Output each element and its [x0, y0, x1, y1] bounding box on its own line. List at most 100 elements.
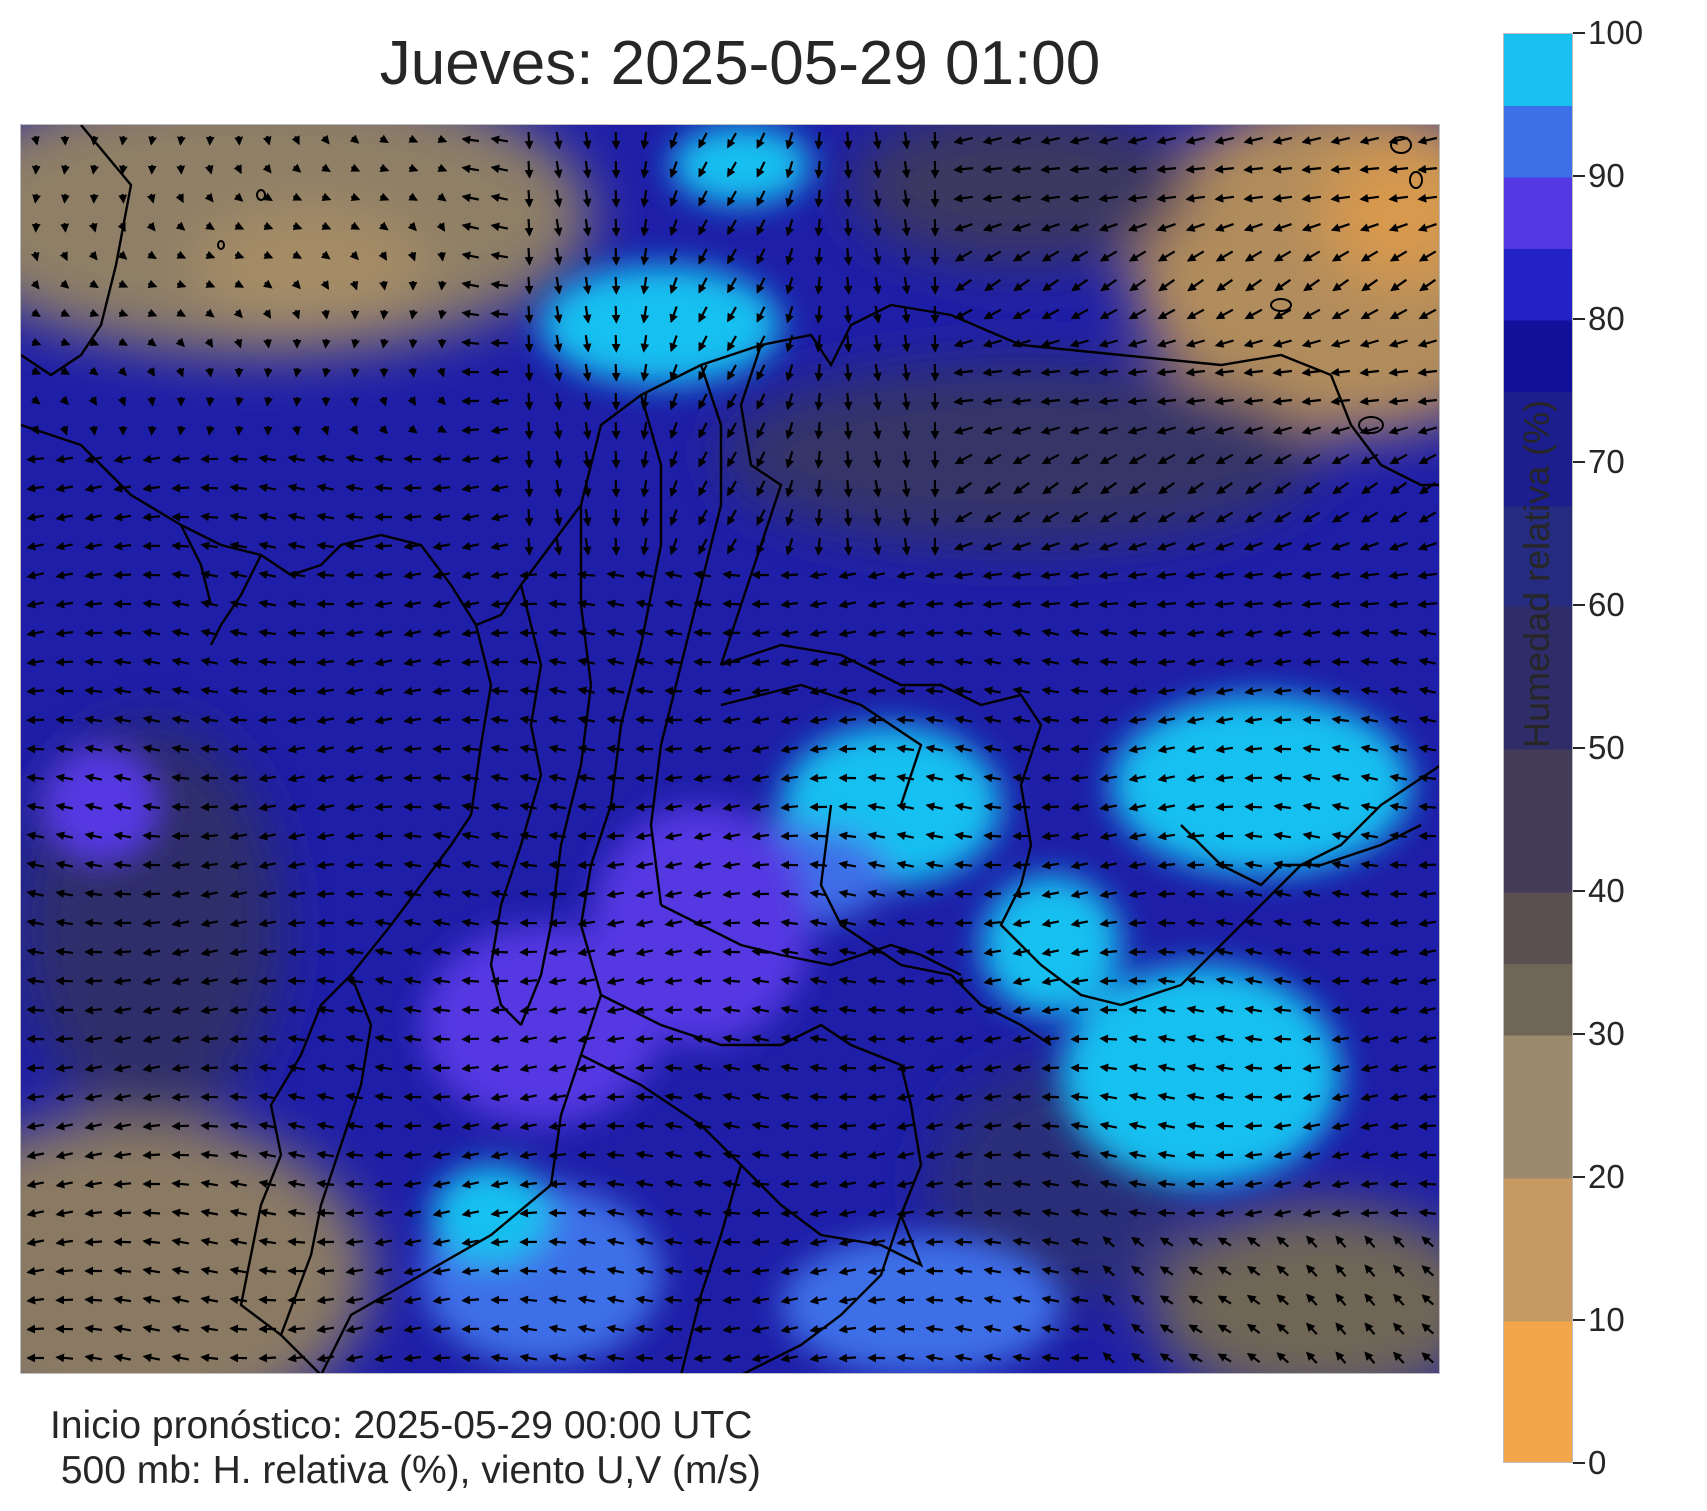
wind-arrow	[1417, 396, 1438, 406]
wind-arrow	[553, 508, 563, 527]
wind-arrow	[640, 305, 650, 324]
wind-arrow	[461, 280, 480, 290]
wind-arrow	[843, 189, 853, 208]
forecast-map[interactable]	[20, 124, 1440, 1374]
wind-arrow	[664, 1005, 683, 1015]
wind-arrow	[983, 1150, 1002, 1160]
wind-arrow	[61, 164, 70, 175]
wind-arrow	[751, 918, 770, 928]
wind-arrow	[1099, 511, 1118, 523]
wind-arrow	[785, 189, 794, 208]
wind-arrow	[1098, 339, 1118, 348]
wind-arrow	[519, 1266, 538, 1276]
wind-arrow	[316, 512, 335, 522]
wind-arrow	[1156, 339, 1176, 348]
wind-arrow	[234, 221, 245, 230]
wind-arrow	[292, 396, 302, 407]
wind-arrow	[640, 276, 650, 295]
wind-arrow	[785, 305, 794, 324]
wind-arrow	[117, 250, 128, 260]
wind-arrow	[117, 396, 127, 407]
wind-arrow	[1388, 193, 1409, 203]
wind-arrow	[89, 308, 100, 318]
wind-arrow	[756, 161, 766, 178]
wind-arrow	[983, 511, 1002, 523]
wind-arrow	[1216, 481, 1234, 495]
wind-arrow	[896, 1266, 915, 1276]
wind-arrow	[1302, 657, 1321, 667]
wind-arrow	[1157, 947, 1176, 957]
wind-arrow	[1185, 570, 1206, 580]
wind-arrow	[147, 308, 158, 317]
wind-arrow	[350, 396, 359, 407]
wind-arrow	[379, 192, 390, 201]
wind-arrow	[901, 479, 911, 498]
wind-arrow	[113, 1266, 132, 1276]
wind-arrow	[838, 744, 857, 754]
wind-arrow	[437, 280, 447, 291]
wind-arrow	[55, 454, 74, 464]
wind-arrow	[1272, 396, 1293, 406]
wind-arrow	[31, 135, 40, 146]
wind-arrow	[374, 802, 393, 812]
wind-arrow	[490, 425, 509, 435]
wind-arrow	[1359, 164, 1380, 174]
wind-arrow	[611, 276, 621, 295]
wind-arrow	[379, 309, 389, 320]
wind-arrow	[635, 1353, 654, 1363]
wind-arrow	[408, 338, 418, 349]
wind-arrow	[698, 393, 708, 410]
wind-arrow	[432, 1353, 451, 1363]
wind-arrow	[26, 1005, 45, 1015]
wind-arrow	[1330, 164, 1351, 174]
wind-arrow	[664, 1063, 683, 1073]
wind-arrow	[1418, 860, 1437, 870]
colorbar-tick	[1573, 318, 1585, 320]
wind-arrow	[635, 570, 654, 580]
wind-arrow	[84, 483, 103, 493]
wind-arrow	[1041, 511, 1060, 523]
wind-arrow	[1243, 223, 1263, 232]
wind-arrow	[1127, 426, 1148, 435]
wind-arrow	[1099, 976, 1118, 986]
wind-arrow	[1157, 308, 1176, 320]
wind-arrow	[1041, 453, 1060, 465]
wind-arrow	[55, 570, 74, 580]
wind-arrow	[258, 454, 277, 464]
wind-arrow	[1098, 164, 1119, 174]
wind-arrow	[727, 538, 737, 555]
wind-arrow	[872, 131, 882, 150]
wind-arrow	[814, 218, 824, 237]
wind-arrow	[321, 338, 331, 349]
wind-arrow	[1272, 367, 1293, 377]
wind-arrow	[611, 160, 621, 179]
colorbar-band	[1504, 749, 1572, 893]
wind-arrow	[1129, 481, 1147, 495]
colorbar-tick-label: 70	[1588, 443, 1625, 480]
wind-arrow	[89, 279, 99, 289]
wind-arrow	[1243, 396, 1264, 406]
wind-arrow	[113, 570, 132, 580]
wind-arrow	[1417, 193, 1438, 203]
wind-arrow	[785, 363, 794, 382]
wind-arrow	[693, 1005, 712, 1015]
wind-arrow	[756, 422, 766, 439]
wind-arrow	[461, 135, 480, 145]
wind-arrow	[1069, 426, 1090, 435]
wind-arrow	[1388, 542, 1408, 551]
wind-arrow	[982, 193, 1003, 203]
wind-arrow	[200, 1063, 219, 1073]
wind-arrow	[1128, 918, 1147, 928]
wind-arrow	[1301, 136, 1322, 145]
wind-arrow	[113, 541, 132, 551]
wind-arrow	[1272, 426, 1293, 435]
wind-arrow	[461, 338, 480, 348]
wind-arrow	[1156, 570, 1177, 580]
wind-arrow	[814, 421, 824, 440]
wind-arrow	[1012, 1150, 1031, 1160]
wind-arrow	[233, 192, 244, 202]
colorbar-band	[1504, 248, 1572, 321]
wind-arrow	[553, 479, 563, 498]
wind-arrow	[262, 163, 272, 174]
wind-arrow	[1012, 250, 1031, 262]
